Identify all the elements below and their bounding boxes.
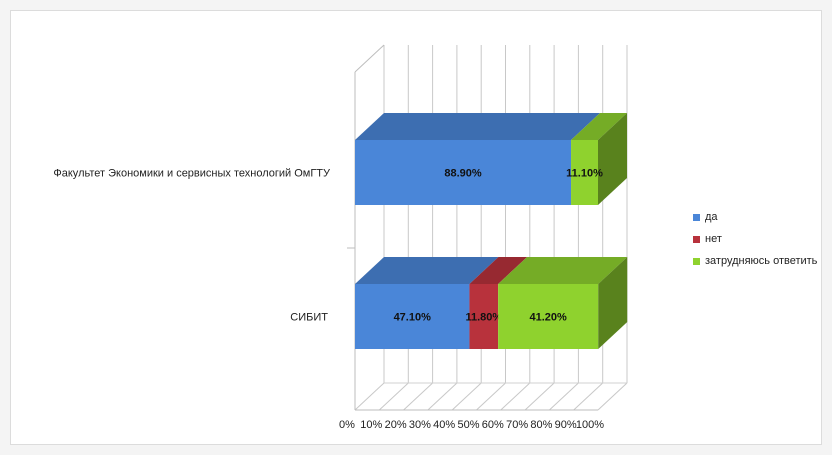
gridline-floor bbox=[451, 382, 482, 411]
gridline-floor bbox=[597, 382, 628, 411]
chart-frame bbox=[10, 10, 822, 445]
axis-left-top bbox=[354, 44, 385, 73]
x-tick-label: 0% bbox=[339, 419, 355, 431]
x-tick-label: 60% bbox=[482, 419, 504, 431]
x-tick-label: 90% bbox=[555, 419, 577, 431]
legend-label-da: да bbox=[705, 211, 718, 223]
legend-swatch-da bbox=[693, 213, 700, 221]
bar-top-face bbox=[355, 257, 499, 284]
data-label: 41.20% bbox=[530, 312, 568, 324]
x-tick-label: 50% bbox=[457, 419, 479, 431]
legend-label-unsure: затрудняюсь ответить bbox=[705, 255, 818, 267]
gridline-floor bbox=[476, 382, 506, 411]
x-tick-label: 30% bbox=[409, 419, 431, 431]
bar-segment bbox=[355, 284, 470, 349]
legend-swatch-net bbox=[693, 235, 700, 243]
category-label: Факультет Экономики и сервисных технолог… bbox=[53, 168, 331, 180]
x-tick-label: 80% bbox=[530, 419, 552, 431]
gridline-floor bbox=[354, 382, 385, 411]
bar-segment bbox=[571, 140, 598, 205]
bar-top-face bbox=[571, 113, 627, 140]
data-label: 47.10% bbox=[394, 312, 432, 324]
x-tick-label: 10% bbox=[360, 419, 382, 431]
data-label: 88.90% bbox=[444, 168, 482, 180]
bar-top-face bbox=[469, 257, 528, 284]
chart-legend: да нет затрудняюсь ответить bbox=[693, 206, 817, 272]
gridline-floor bbox=[427, 382, 458, 411]
bar-top-face bbox=[355, 113, 601, 140]
data-label: 11.10% bbox=[566, 168, 603, 180]
x-tick-label: 40% bbox=[433, 419, 455, 431]
x-tick-label: 70% bbox=[506, 419, 528, 431]
x-tick-label: 20% bbox=[385, 419, 407, 431]
gridline-floor bbox=[403, 382, 433, 411]
gridline-floor bbox=[524, 382, 555, 411]
bar-side-face bbox=[598, 113, 627, 205]
bar-segment bbox=[355, 140, 572, 205]
category-label: СИБИТ bbox=[290, 312, 328, 324]
legend-swatch-unsure bbox=[693, 257, 700, 265]
legend-label-net: нет bbox=[705, 233, 722, 245]
data-label: 11.80% bbox=[465, 312, 502, 324]
legend-item-da: да bbox=[693, 206, 817, 228]
bar-segment bbox=[469, 284, 499, 349]
gridline-floor bbox=[378, 382, 409, 411]
legend-item-unsure: затрудняюсь ответить bbox=[693, 250, 817, 272]
gridline-floor bbox=[573, 382, 604, 411]
x-tick-label: 100% bbox=[576, 419, 604, 431]
bar-segment bbox=[498, 284, 599, 349]
bar-top-face bbox=[498, 257, 628, 284]
gridline-floor bbox=[549, 382, 579, 411]
bar-side-face bbox=[598, 257, 628, 349]
gridline-floor bbox=[500, 382, 531, 411]
legend-item-net: нет bbox=[693, 228, 817, 250]
